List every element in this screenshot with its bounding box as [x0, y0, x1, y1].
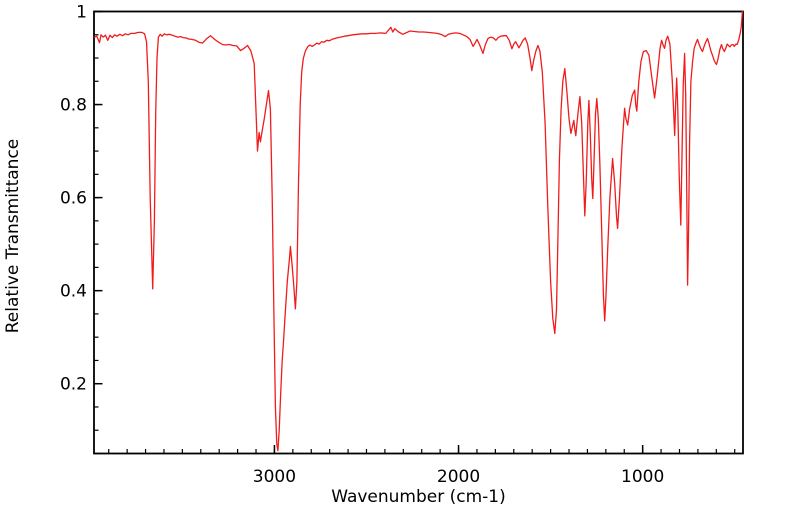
x-tick-label: 1000 [621, 467, 664, 487]
x-tick-label: 2000 [437, 467, 480, 487]
y-tick-label: 0.2 [60, 375, 87, 395]
y-axis-label: Relative Transmittance [3, 138, 23, 334]
y-tick-label: 0.6 [60, 189, 87, 209]
plot-border [93, 10, 744, 455]
x-axis-label: Wavenumber (cm-1) [331, 487, 506, 507]
x-tick-label: 3000 [253, 467, 296, 487]
y-tick-label: 0.8 [60, 96, 87, 116]
spectrum-line [94, 10, 744, 452]
y-tick-label: 1 [76, 3, 87, 23]
y-tick-label: 0.4 [60, 282, 87, 302]
